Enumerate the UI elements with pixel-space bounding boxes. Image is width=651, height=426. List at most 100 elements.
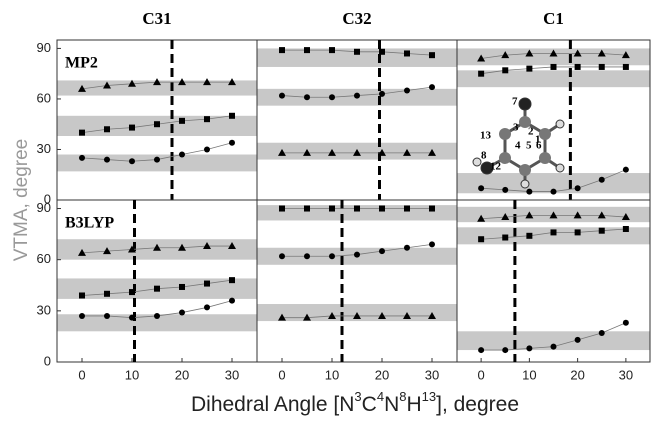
marker-square [623,226,629,232]
method-label: B3LYP [65,215,114,232]
column-title: C31 [142,9,171,28]
marker-square [354,206,360,212]
marker-square [623,64,629,70]
marker-circle [623,320,629,326]
marker-circle [204,304,210,310]
marker-circle [354,252,360,258]
atom [556,120,564,128]
label-part: ], degree [436,393,519,416]
marker-square [478,71,484,77]
marker-square [379,206,385,212]
atom-label: 13 [480,130,492,142]
x-tick-label: 0 [478,367,485,382]
marker-square [304,47,310,53]
atom-label: 3 [513,122,519,134]
marker-circle [204,146,210,152]
panel-frame [257,200,457,362]
column-title: C1 [543,9,564,28]
marker-square [79,292,85,298]
y-tick-label: 60 [37,90,51,105]
x-tick-label: 20 [570,367,584,382]
atom-label: 7 [512,96,518,108]
x-tick-label: 10 [325,367,339,382]
atom-label: 6 [536,140,542,152]
atom-label: 4 [515,140,521,152]
y-tick-label: 90 [37,200,51,215]
marker-square [404,50,410,56]
marker-circle [329,94,335,100]
marker-square [429,206,435,212]
marker-circle [104,157,110,163]
label-part: N [384,393,399,416]
marker-square [599,64,605,70]
x-tick-label: 30 [225,367,239,382]
marker-square [304,206,310,212]
marker-circle [599,330,605,336]
marker-circle [429,241,435,247]
atom [521,180,529,188]
marker-circle [404,245,410,251]
atom [539,128,551,140]
marker-square [526,66,532,72]
marker-circle [154,157,160,163]
superscript: 13 [422,389,436,404]
marker-circle [79,313,85,319]
marker-square [129,125,135,131]
superscript: 4 [377,389,384,404]
marker-circle [279,93,285,99]
marker-square [575,229,581,235]
marker-circle [404,88,410,94]
marker-circle [154,313,160,319]
marker-circle [575,337,581,343]
marker-square [79,130,85,136]
marker-square [229,113,235,119]
marker-circle [551,344,557,350]
figure: VTMA, degree Dihedral Angle [N3C4N8H13],… [0,0,651,421]
marker-square [104,126,110,132]
marker-circle [478,185,484,191]
marker-square [229,277,235,283]
x-tick-label: 30 [619,367,633,382]
marker-circle [551,189,557,195]
marker-circle [379,248,385,254]
y-axis-label: VTMA, degree [11,139,32,262]
marker-circle [623,167,629,173]
marker-circle [575,185,581,191]
marker-circle [502,347,508,353]
atom [519,164,531,176]
marker-square [104,291,110,297]
x-tick-label: 0 [78,367,85,382]
marker-square [204,116,210,122]
marker-square [329,206,335,212]
marker-circle [304,94,310,100]
atom-label: 8 [481,150,487,162]
atom [556,164,564,172]
x-tick-label: 20 [175,367,189,382]
marker-square [204,281,210,287]
x-tick-label: 10 [125,367,139,382]
marker-circle [279,253,285,259]
x-tick-label: 0 [278,367,285,382]
marker-circle [599,177,605,183]
atom-label: 12 [490,161,502,173]
label-part: C [362,393,377,416]
marker-square [379,49,385,55]
marker-circle [229,140,235,146]
x-tick-label: 10 [522,367,536,382]
marker-square [129,289,135,295]
marker-circle [429,84,435,90]
marker-circle [354,93,360,99]
marker-square [154,121,160,127]
marker-square [502,67,508,73]
marker-circle [229,298,235,304]
marker-circle [526,189,532,195]
marker-square [354,49,360,55]
marker-square [279,206,285,212]
marker-square [599,228,605,234]
marker-square [478,236,484,242]
marker-square [526,233,532,239]
marker-circle [478,347,484,353]
marker-circle [179,310,185,316]
atom-label: 2 [528,126,534,138]
marker-circle [179,152,185,158]
